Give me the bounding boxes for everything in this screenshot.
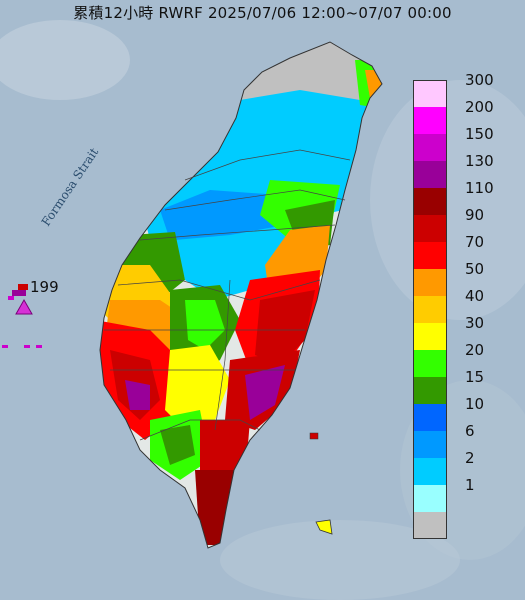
cloud-texture (0, 20, 130, 100)
cloud-texture (220, 520, 460, 600)
legend-item: 300 (413, 71, 513, 107)
legend-label: 1 (465, 476, 475, 494)
legend-swatch (413, 296, 447, 323)
legend-label: 50 (465, 260, 485, 278)
legend-label: 6 (465, 422, 475, 440)
map-title: 累積12小時 RWRF 2025/07/06 12:00~07/07 00:00 (73, 4, 452, 22)
legend-swatch (413, 80, 447, 107)
legend-label: 70 (465, 233, 485, 251)
penghu-islands (2, 284, 42, 348)
color-legend: 300 200 150 130 110 90 70 50 40 30 20 15 10 6 2 1 (413, 71, 513, 539)
legend-label: 20 (465, 341, 485, 359)
max-rain-value: 199 (30, 278, 59, 296)
max-rain-marker (15, 298, 33, 315)
legend-swatch (413, 512, 447, 539)
legend-item: 1 (413, 476, 513, 512)
legend-label: 40 (465, 287, 485, 305)
legend-label: 15 (465, 368, 485, 386)
legend-label: 200 (465, 98, 494, 116)
legend-item: 90 (413, 206, 513, 242)
legend-item: 150 (413, 125, 513, 161)
legend-swatch (413, 323, 447, 350)
legend-swatch (413, 431, 447, 458)
legend-item: 110 (413, 179, 513, 215)
legend-item: 6 (413, 422, 513, 458)
green-island (309, 432, 319, 440)
legend-label: 90 (465, 206, 485, 224)
legend-item: 40 (413, 287, 513, 323)
legend-swatch (413, 377, 447, 404)
legend-label: 30 (465, 314, 485, 332)
legend-swatch (413, 107, 447, 134)
legend-swatch (413, 350, 447, 377)
county-boundaries (104, 149, 351, 441)
legend-item (413, 512, 513, 539)
legend-label: 150 (465, 125, 494, 143)
legend-swatch (413, 404, 447, 431)
legend-swatch (413, 161, 447, 188)
legend-swatch (413, 269, 447, 296)
legend-swatch (413, 188, 447, 215)
legend-item: 200 (413, 98, 513, 134)
legend-swatch (413, 458, 447, 485)
legend-swatch (413, 134, 447, 161)
legend-item: 20 (413, 341, 513, 377)
legend-item: 10 (413, 395, 513, 431)
legend-item: 70 (413, 233, 513, 269)
legend-label: 10 (465, 395, 485, 413)
legend-item: 2 (413, 449, 513, 485)
legend-label: 2 (465, 449, 475, 467)
legend-item: 130 (413, 152, 513, 188)
legend-item: 50 (413, 260, 513, 296)
legend-label: 300 (465, 71, 494, 89)
orchid-island (315, 519, 333, 535)
legend-label: 130 (465, 152, 494, 170)
coastline (99, 41, 383, 549)
legend-swatch (413, 485, 447, 512)
cloud-texture (370, 80, 525, 320)
legend-label: 110 (465, 179, 494, 197)
legend-item: 15 (413, 368, 513, 404)
legend-item: 30 (413, 314, 513, 350)
legend-swatch (413, 242, 447, 269)
legend-swatch (413, 215, 447, 242)
